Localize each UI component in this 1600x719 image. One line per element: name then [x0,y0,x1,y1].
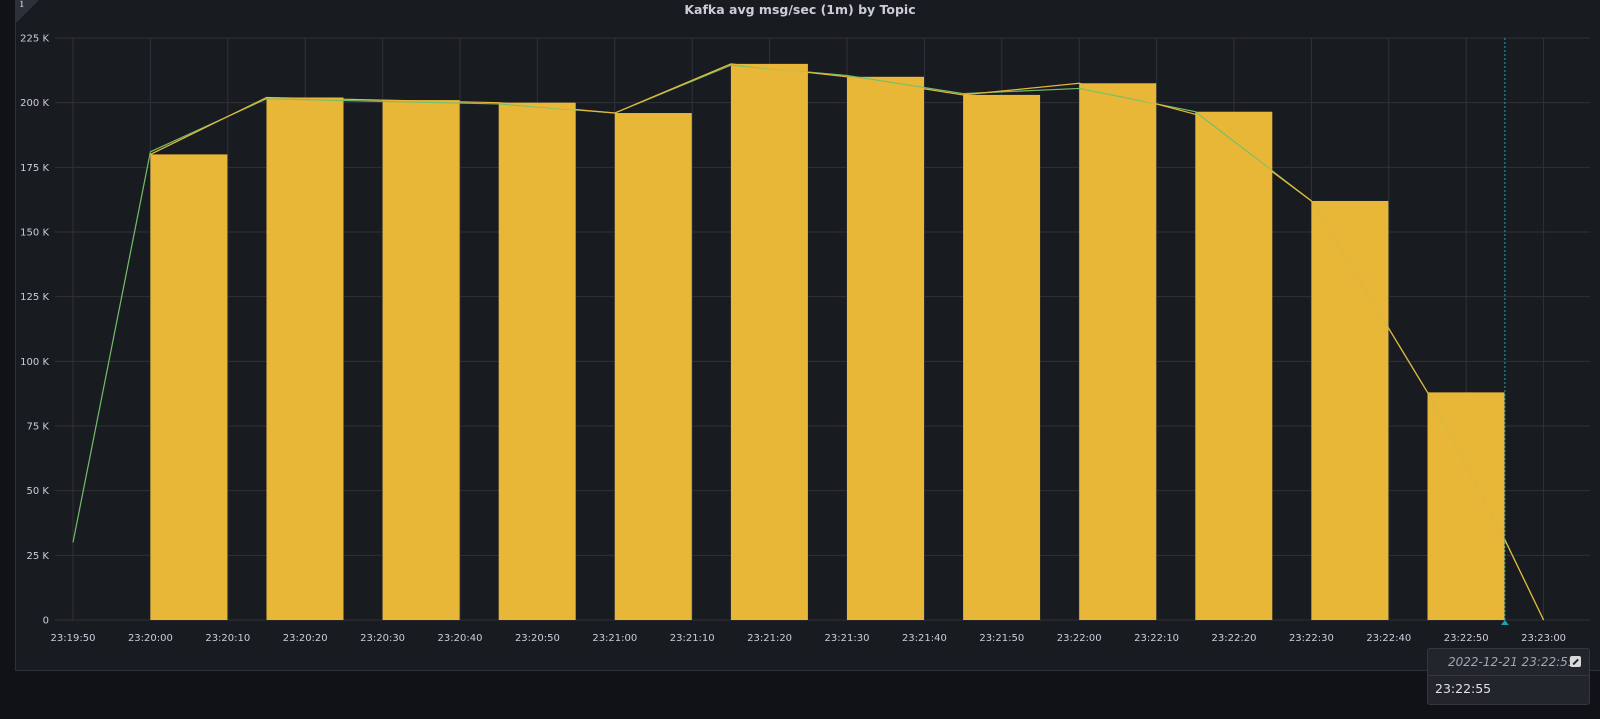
tooltip-date: 2022-12-21 23:22:55 [1448,655,1576,669]
tooltip-time: 23:22:55 [1435,681,1492,696]
chart-area[interactable]: 0 25 K 50 K 75 K 100 K 125 K 150 K 175 K 200 K 22… [0,0,1600,671]
x-tick-label: 23:22:20 [1212,633,1257,644]
panel-title[interactable]: Kafka avg msg/sec (1m) by Topic [684,2,916,17]
y-tick-label: 50 K [27,486,50,497]
x-tick-label: 23:22:30 [1289,633,1334,644]
crosshair [1500,38,1509,625]
x-tick-label: 23:20:50 [515,633,560,644]
x-axis: 23:19:50 23:20:00 23:20:10 23:20:20 23:20:30… [51,633,1567,644]
series-lines [72,63,1545,621]
y-tick-label: 0 [43,616,49,627]
bar [266,97,344,620]
x-tick-label: 23:20:30 [360,633,405,644]
y-tick-label: 150 K [20,228,49,239]
x-tick-label: 23:21:20 [747,633,792,644]
bar [150,154,228,620]
x-tick-label: 23:23:00 [1521,633,1566,644]
panel-info-corner[interactable] [15,0,39,24]
x-tick-label: 23:20:10 [205,633,250,644]
x-tick-label: 23:22:40 [1366,633,1411,644]
bar [382,100,460,620]
bars [150,63,1505,621]
y-tick-label: 175 K [20,163,49,174]
x-tick-label: 23:21:50 [979,633,1024,644]
bar [1079,83,1157,621]
edit-icon[interactable] [1570,656,1581,667]
bar [1427,392,1505,620]
x-tick-label: 23:22:50 [1444,633,1489,644]
y-tick-label: 125 K [20,292,49,303]
x-tick-label: 23:20:20 [283,633,328,644]
y-tick-label: 25 K [27,551,50,562]
y-tick-label: 100 K [20,357,49,368]
bar [730,63,808,621]
crosshair-marker [1500,620,1509,625]
series-line-yellow [150,63,1545,621]
y-axis: 0 25 K 50 K 75 K 100 K 125 K 150 K 175 K 200 K 22… [20,34,49,627]
x-tick-label: 23:21:00 [592,633,637,644]
x-tick-label: 23:21:10 [670,633,715,644]
bar [1195,111,1273,620]
bar [847,76,924,621]
bar [963,94,1041,620]
x-tick-label: 23:20:40 [438,633,483,644]
x-tick-label: 23:21:30 [825,633,870,644]
hover-tooltip: 2022-12-21 23:22:55 23:22:55 [1427,648,1590,705]
tooltip-header: 2022-12-21 23:22:55 [1428,649,1589,676]
info-icon[interactable]: i [20,0,24,10]
x-tick-label: 23:22:10 [1134,633,1179,644]
bar [614,113,692,620]
bar [1311,200,1389,620]
bar [498,102,576,620]
x-tick-label: 23:22:00 [1057,633,1102,644]
y-tick-label: 225 K [20,34,49,45]
x-tick-label: 23:19:50 [51,633,96,644]
x-tick-label: 23:20:00 [128,633,173,644]
y-tick-label: 200 K [20,98,49,109]
y-tick-label: 75 K [27,422,50,433]
x-tick-label: 23:21:40 [902,633,947,644]
